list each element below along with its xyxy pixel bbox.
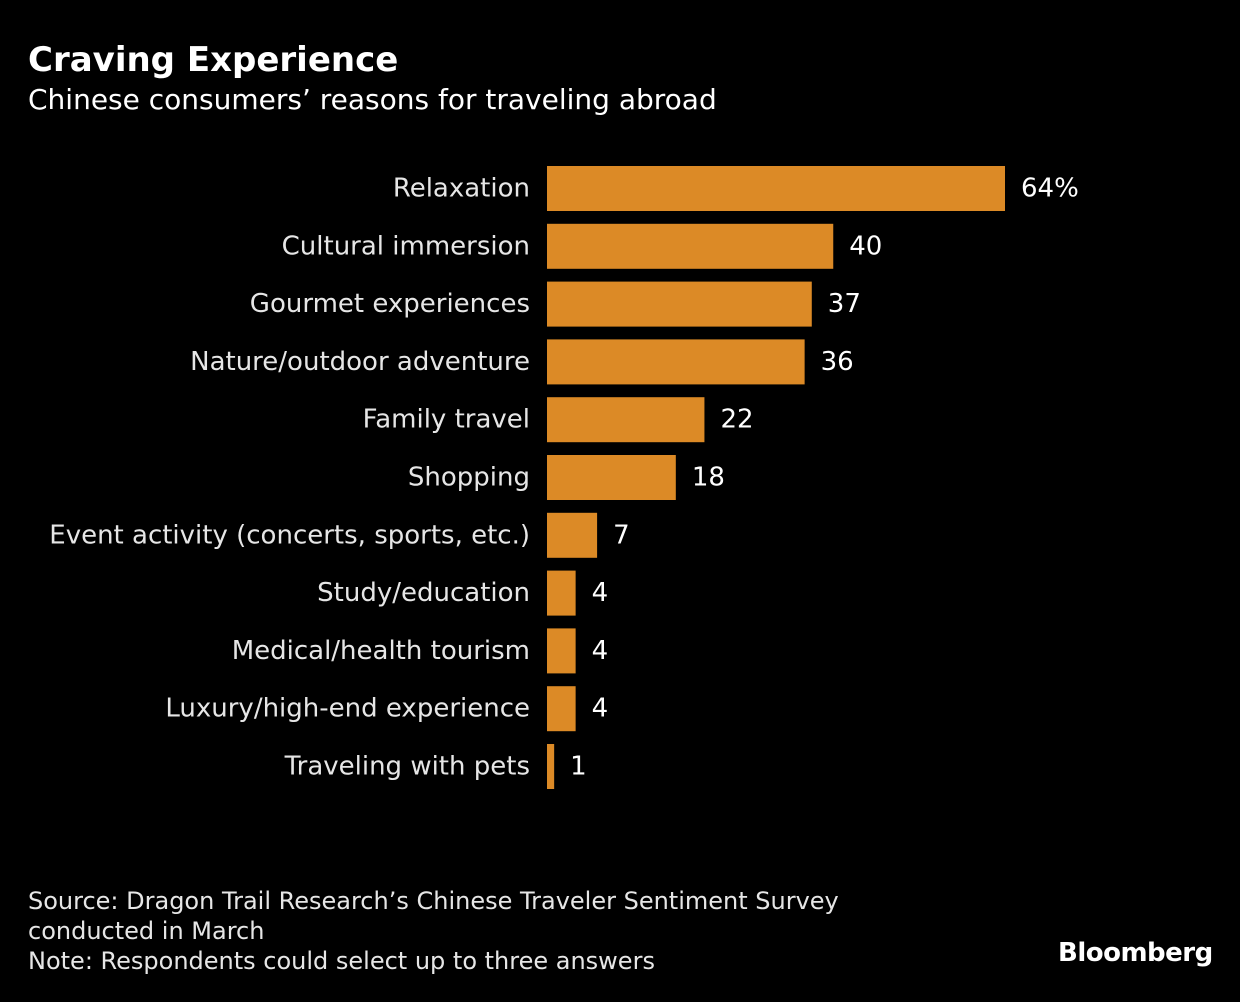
note-line: Note: Respondents could select up to thr…: [28, 947, 655, 975]
bar: [547, 339, 805, 385]
chart-title: Craving Experience: [28, 40, 399, 80]
category-label: Family travel: [363, 405, 530, 435]
bar: [547, 166, 1005, 211]
category-label: Relaxation: [393, 174, 530, 204]
value-label: 40: [849, 231, 882, 261]
bar: [547, 223, 834, 269]
chart-footer: Source: Dragon Trail Research’s Chinese …: [28, 886, 839, 976]
category-label: Study/education: [317, 578, 530, 608]
bar: [547, 455, 676, 500]
value-label: 7: [613, 520, 630, 550]
source-line-1: Source: Dragon Trail Research’s Chinese …: [28, 887, 839, 915]
bar: [547, 744, 555, 789]
category-label: Traveling with pets: [284, 752, 530, 782]
bar: [547, 570, 576, 616]
bar: [547, 628, 576, 674]
bar: [547, 686, 576, 732]
bar: [547, 512, 598, 558]
value-label: 22: [720, 405, 753, 435]
category-label: Cultural immersion: [282, 231, 530, 261]
value-label: 18: [692, 463, 725, 493]
value-label: 37: [828, 289, 861, 319]
category-label: Event activity (concerts, sports, etc.): [49, 520, 530, 550]
value-label: 36: [821, 347, 854, 377]
chart-subtitle: Chinese consumers’ reasons for traveling…: [28, 83, 717, 116]
value-label: 1: [570, 752, 587, 782]
bar: [547, 281, 812, 327]
value-label: 4: [592, 636, 609, 666]
value-label: 4: [592, 578, 609, 608]
value-label: 64%: [1021, 174, 1079, 204]
source-line-2: conducted in March: [28, 917, 265, 945]
category-label: Luxury/high-end experience: [165, 694, 530, 724]
value-label: 4: [592, 694, 609, 724]
bar: [547, 397, 705, 443]
category-label: Medical/health tourism: [232, 636, 530, 666]
category-label: Shopping: [408, 463, 530, 493]
category-label: Nature/outdoor adventure: [190, 347, 530, 377]
category-label: Gourmet experiences: [250, 289, 530, 319]
bloomberg-logo: Bloomberg: [1058, 938, 1213, 968]
